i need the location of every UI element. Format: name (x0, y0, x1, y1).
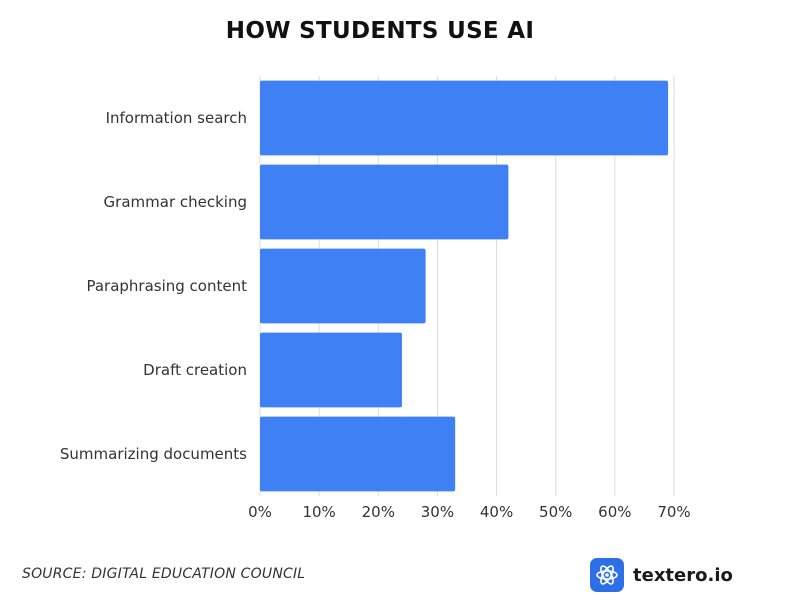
bar (260, 80, 669, 156)
brand-name: textero.io (633, 564, 733, 586)
x-tick-label: 60% (598, 503, 631, 521)
x-axis-ticks: 0% 10% 20% 30% 40% 50% 60% 70% (248, 503, 691, 521)
bar (260, 248, 426, 324)
bars (260, 80, 669, 492)
bar (260, 164, 509, 240)
category-label: Paraphrasing content (86, 277, 247, 295)
brand[interactable]: textero.io (590, 558, 733, 592)
bar (260, 416, 456, 492)
x-tick-label: 30% (421, 503, 454, 521)
x-tick-label: 40% (480, 503, 513, 521)
x-tick-label: 0% (248, 503, 272, 521)
source-note: SOURCE: DIGITAL EDUCATION COUNCIL (22, 566, 306, 582)
category-labels: Information search Grammar checking Paraph… (60, 109, 247, 463)
atom-icon (590, 558, 624, 592)
category-label: Grammar checking (104, 193, 247, 211)
x-tick-label: 50% (539, 503, 572, 521)
x-tick-label: 70% (657, 503, 690, 521)
category-label: Summarizing documents (60, 445, 247, 463)
x-tick-label: 10% (302, 503, 335, 521)
category-label: Draft creation (143, 361, 247, 379)
chart-title: HOW STUDENTS USE AI (225, 18, 535, 44)
x-tick-label: 20% (362, 503, 395, 521)
bar (260, 332, 402, 408)
category-label: Information search (106, 109, 247, 127)
